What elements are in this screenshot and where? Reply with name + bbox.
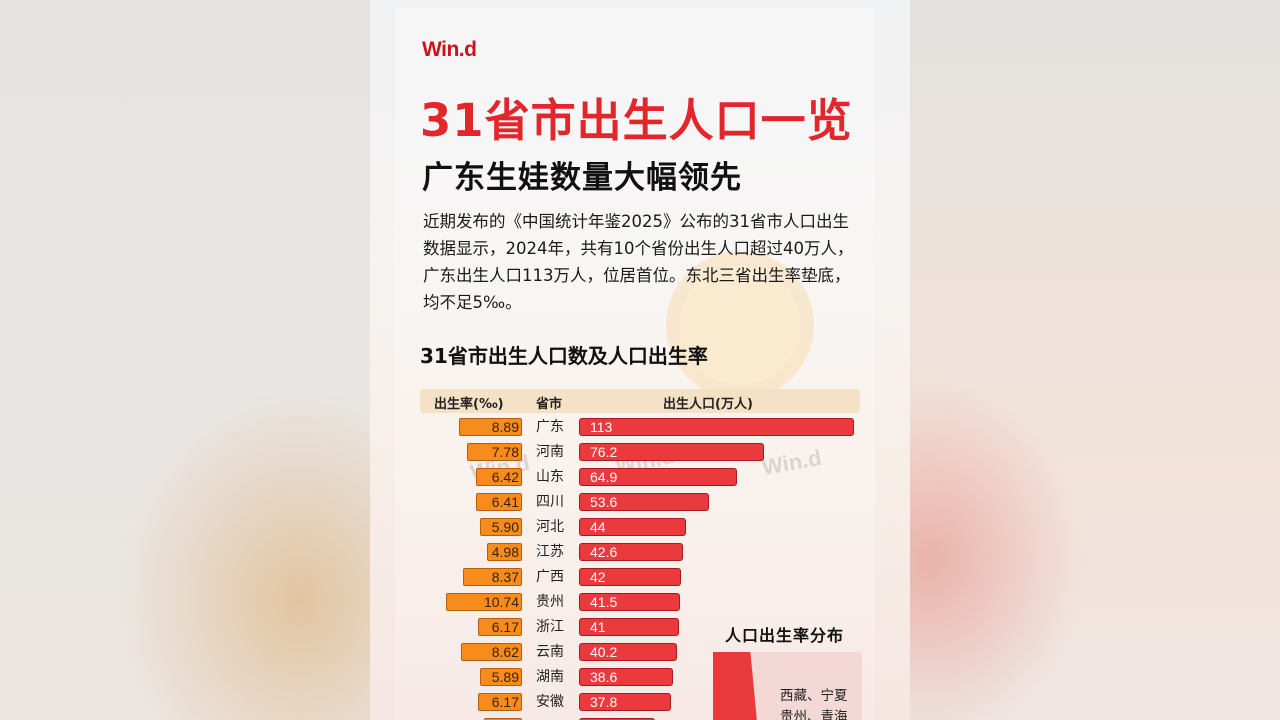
birth-rate-bar: 7.78 <box>467 443 522 461</box>
chart-row: 4.98 江苏 42.6 <box>370 542 910 562</box>
birth-population-bar: 37.8 <box>579 693 671 711</box>
birth-population-bar: 42 <box>579 568 681 586</box>
province-label: 安徽 <box>536 694 564 710</box>
birth-population-bar: 42.6 <box>579 543 683 561</box>
chart-row: 6.17 浙江 41 <box>370 617 910 637</box>
province-label: 贵州 <box>536 594 564 610</box>
wind-logo: Win.d <box>422 38 477 61</box>
birth-rate-bar <box>484 718 522 720</box>
birth-rate-bar: 8.89 <box>459 418 522 436</box>
birth-rate-bar: 6.41 <box>476 493 522 511</box>
page-title: 31省市出生人口一览 <box>420 94 853 147</box>
chart-row: 8.37 广西 42 <box>370 567 910 587</box>
chart-row: 5.89 湖南 38.6 <box>370 667 910 687</box>
birth-rate-bar: 8.37 <box>463 568 522 586</box>
birth-rate-bar: 10.74 <box>446 593 522 611</box>
birth-rate-bar: 5.90 <box>480 518 522 536</box>
chart-row: 6.42 山东 64.9 <box>370 467 910 487</box>
chart-row: 8.89 广东 113 <box>370 417 910 437</box>
birth-population-bar: 41 <box>579 618 679 636</box>
birth-rate-bar: 6.17 <box>478 618 522 636</box>
province-label: 江苏 <box>536 544 564 560</box>
description-text: 近期发布的《中国统计年鉴2025》公布的31省市人口出生数据显示，2024年，共… <box>423 212 854 312</box>
blurred-background-right <box>910 0 1280 720</box>
province-label: 四川 <box>536 494 564 510</box>
province-label: 河南 <box>536 444 564 460</box>
province-label: 河北 <box>536 519 564 535</box>
province-label: 广东 <box>536 419 564 435</box>
province-label: 山东 <box>536 469 564 485</box>
header-birth-rate: 出生率(‰) <box>434 397 504 412</box>
header-birth-population: 出生人口(万人) <box>663 397 753 412</box>
province-label: 浙江 <box>536 619 564 635</box>
province-label: 湖南 <box>536 669 564 685</box>
birth-population-bar: 113 <box>579 418 854 436</box>
blurred-background-left <box>0 0 370 720</box>
birth-population-bar: 53.6 <box>579 493 709 511</box>
birth-rate-bar: 8.62 <box>461 643 522 661</box>
birth-population-bar: 44 <box>579 518 686 536</box>
table-header: 出生率(‰) 省市 出生人口(万人) <box>420 389 860 413</box>
distribution-label: 西藏、宁夏 贵州、青海 <box>780 686 848 720</box>
chart-row: 7.78 河南 76.2 <box>370 442 910 462</box>
header-province: 省市 <box>536 397 563 412</box>
chart-row: 5.90 河北 44 <box>370 517 910 537</box>
birth-population-bar: 76.2 <box>579 443 764 461</box>
chart-row: 8.62 云南 40.2 <box>370 642 910 662</box>
birth-population-bar: 64.9 <box>579 468 737 486</box>
province-label: 广西 <box>536 569 564 585</box>
distribution-funnel-bar <box>713 652 757 720</box>
birth-rate-bar: 6.17 <box>478 693 522 711</box>
birth-rate-bar: 4.98 <box>487 543 522 561</box>
chart-title: 31省市出生人口数及人口出生率 <box>420 344 708 368</box>
province-label: 云南 <box>536 644 564 660</box>
birth-population-bar: 40.2 <box>579 643 677 661</box>
birth-rate-bar: 5.89 <box>480 668 522 686</box>
distribution-title: 人口出生率分布 <box>725 626 845 645</box>
birth-population-bar: 38.6 <box>579 668 673 686</box>
birth-population-bar <box>579 718 655 720</box>
chart-row-partial <box>370 717 910 720</box>
chart-row: 6.41 四川 53.6 <box>370 492 910 512</box>
infographic-panel: Win.d 31省市出生人口一览 广东生娃数量大幅领先 近期发布的《中国统计年鉴… <box>370 0 910 720</box>
clock-illustration <box>680 265 800 385</box>
chart-row: 10.74 贵州 41.5 <box>370 592 910 612</box>
chart-row: 6.17 安徽 37.8 <box>370 692 910 712</box>
page-subtitle: 广东生娃数量大幅领先 <box>422 160 742 196</box>
birth-rate-bar: 6.42 <box>476 468 522 486</box>
distribution-label-line1: 西藏、宁夏 <box>780 688 848 704</box>
birth-population-bar: 41.5 <box>579 593 680 611</box>
distribution-label-line2: 贵州、青海 <box>780 709 848 720</box>
